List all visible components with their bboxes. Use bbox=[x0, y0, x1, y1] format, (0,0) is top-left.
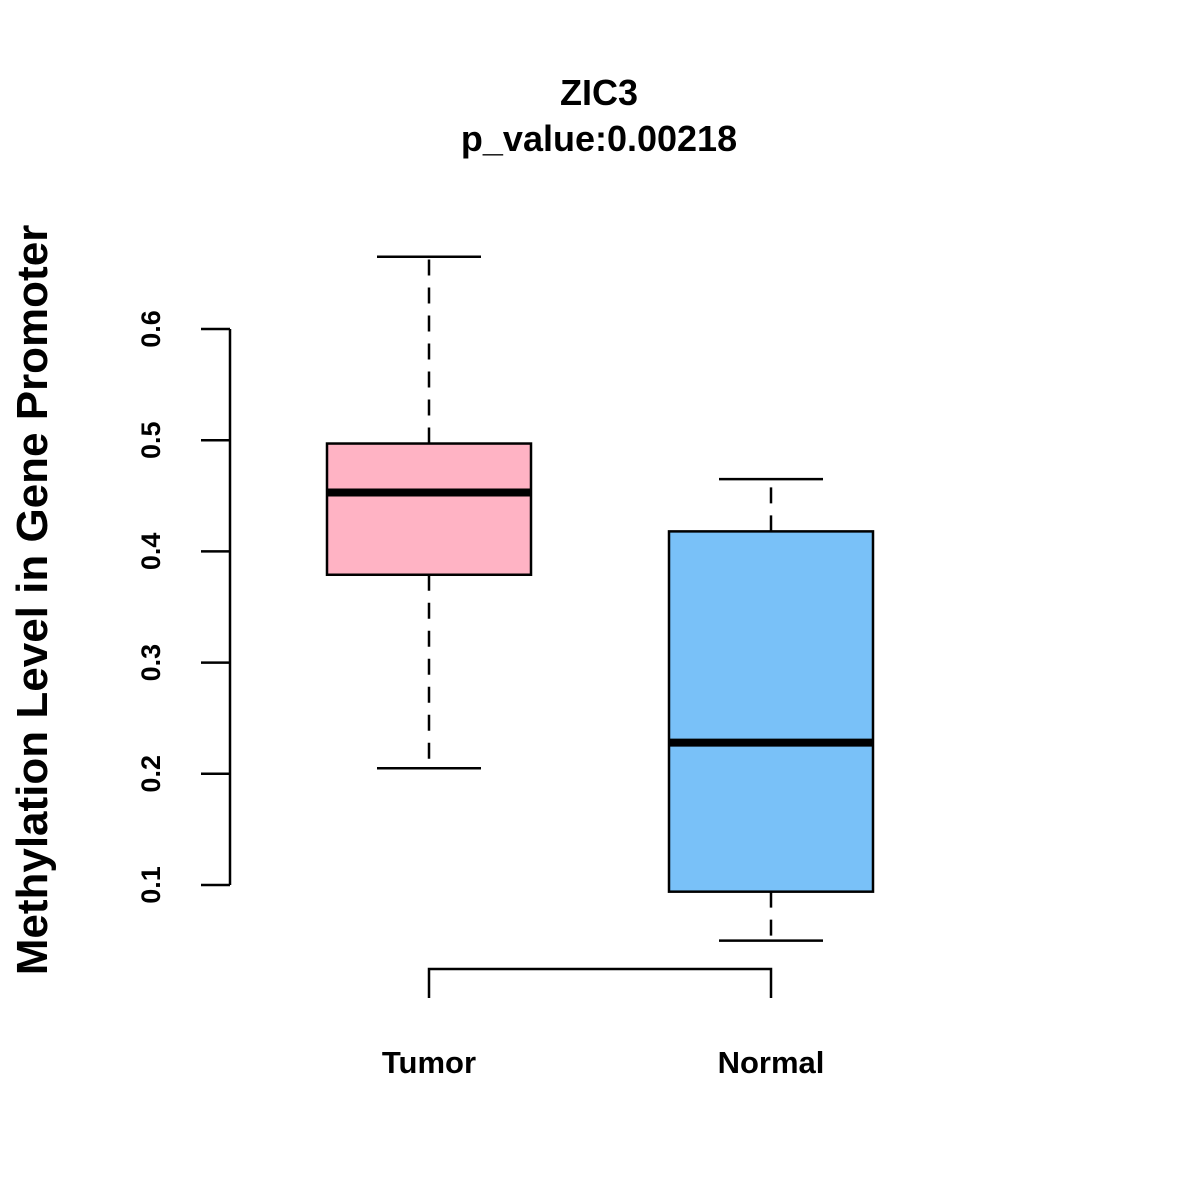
y-tick-label: 0.6 bbox=[136, 310, 166, 348]
y-tick-label: 0.3 bbox=[136, 644, 166, 682]
y-tick-label: 0.5 bbox=[136, 421, 166, 459]
comparison-bracket bbox=[427, 967, 773, 998]
interquartile-box bbox=[667, 530, 875, 893]
box-normal bbox=[667, 477, 875, 942]
y-tick-label: 0.4 bbox=[136, 533, 166, 571]
interquartile-box bbox=[325, 442, 533, 577]
y-tick-label: 0.2 bbox=[136, 755, 166, 793]
y-axis: 0.1 0.2 0.3 0.4 0.5 0.6 bbox=[136, 310, 232, 904]
x-category-label: Tumor bbox=[382, 1045, 476, 1080]
chart-title: ZIC3 bbox=[560, 72, 638, 113]
y-axis-label: Methylation Level in Gene Promoter bbox=[8, 225, 57, 976]
chart-subtitle: p_value:0.00218 bbox=[461, 118, 737, 159]
bracket-line bbox=[427, 967, 773, 998]
box-tumor bbox=[325, 255, 533, 770]
y-tick-label: 0.1 bbox=[136, 866, 166, 904]
x-category-label: Normal bbox=[718, 1045, 825, 1080]
box-series bbox=[325, 255, 875, 942]
x-category-labels: Tumor Normal bbox=[382, 1045, 824, 1080]
